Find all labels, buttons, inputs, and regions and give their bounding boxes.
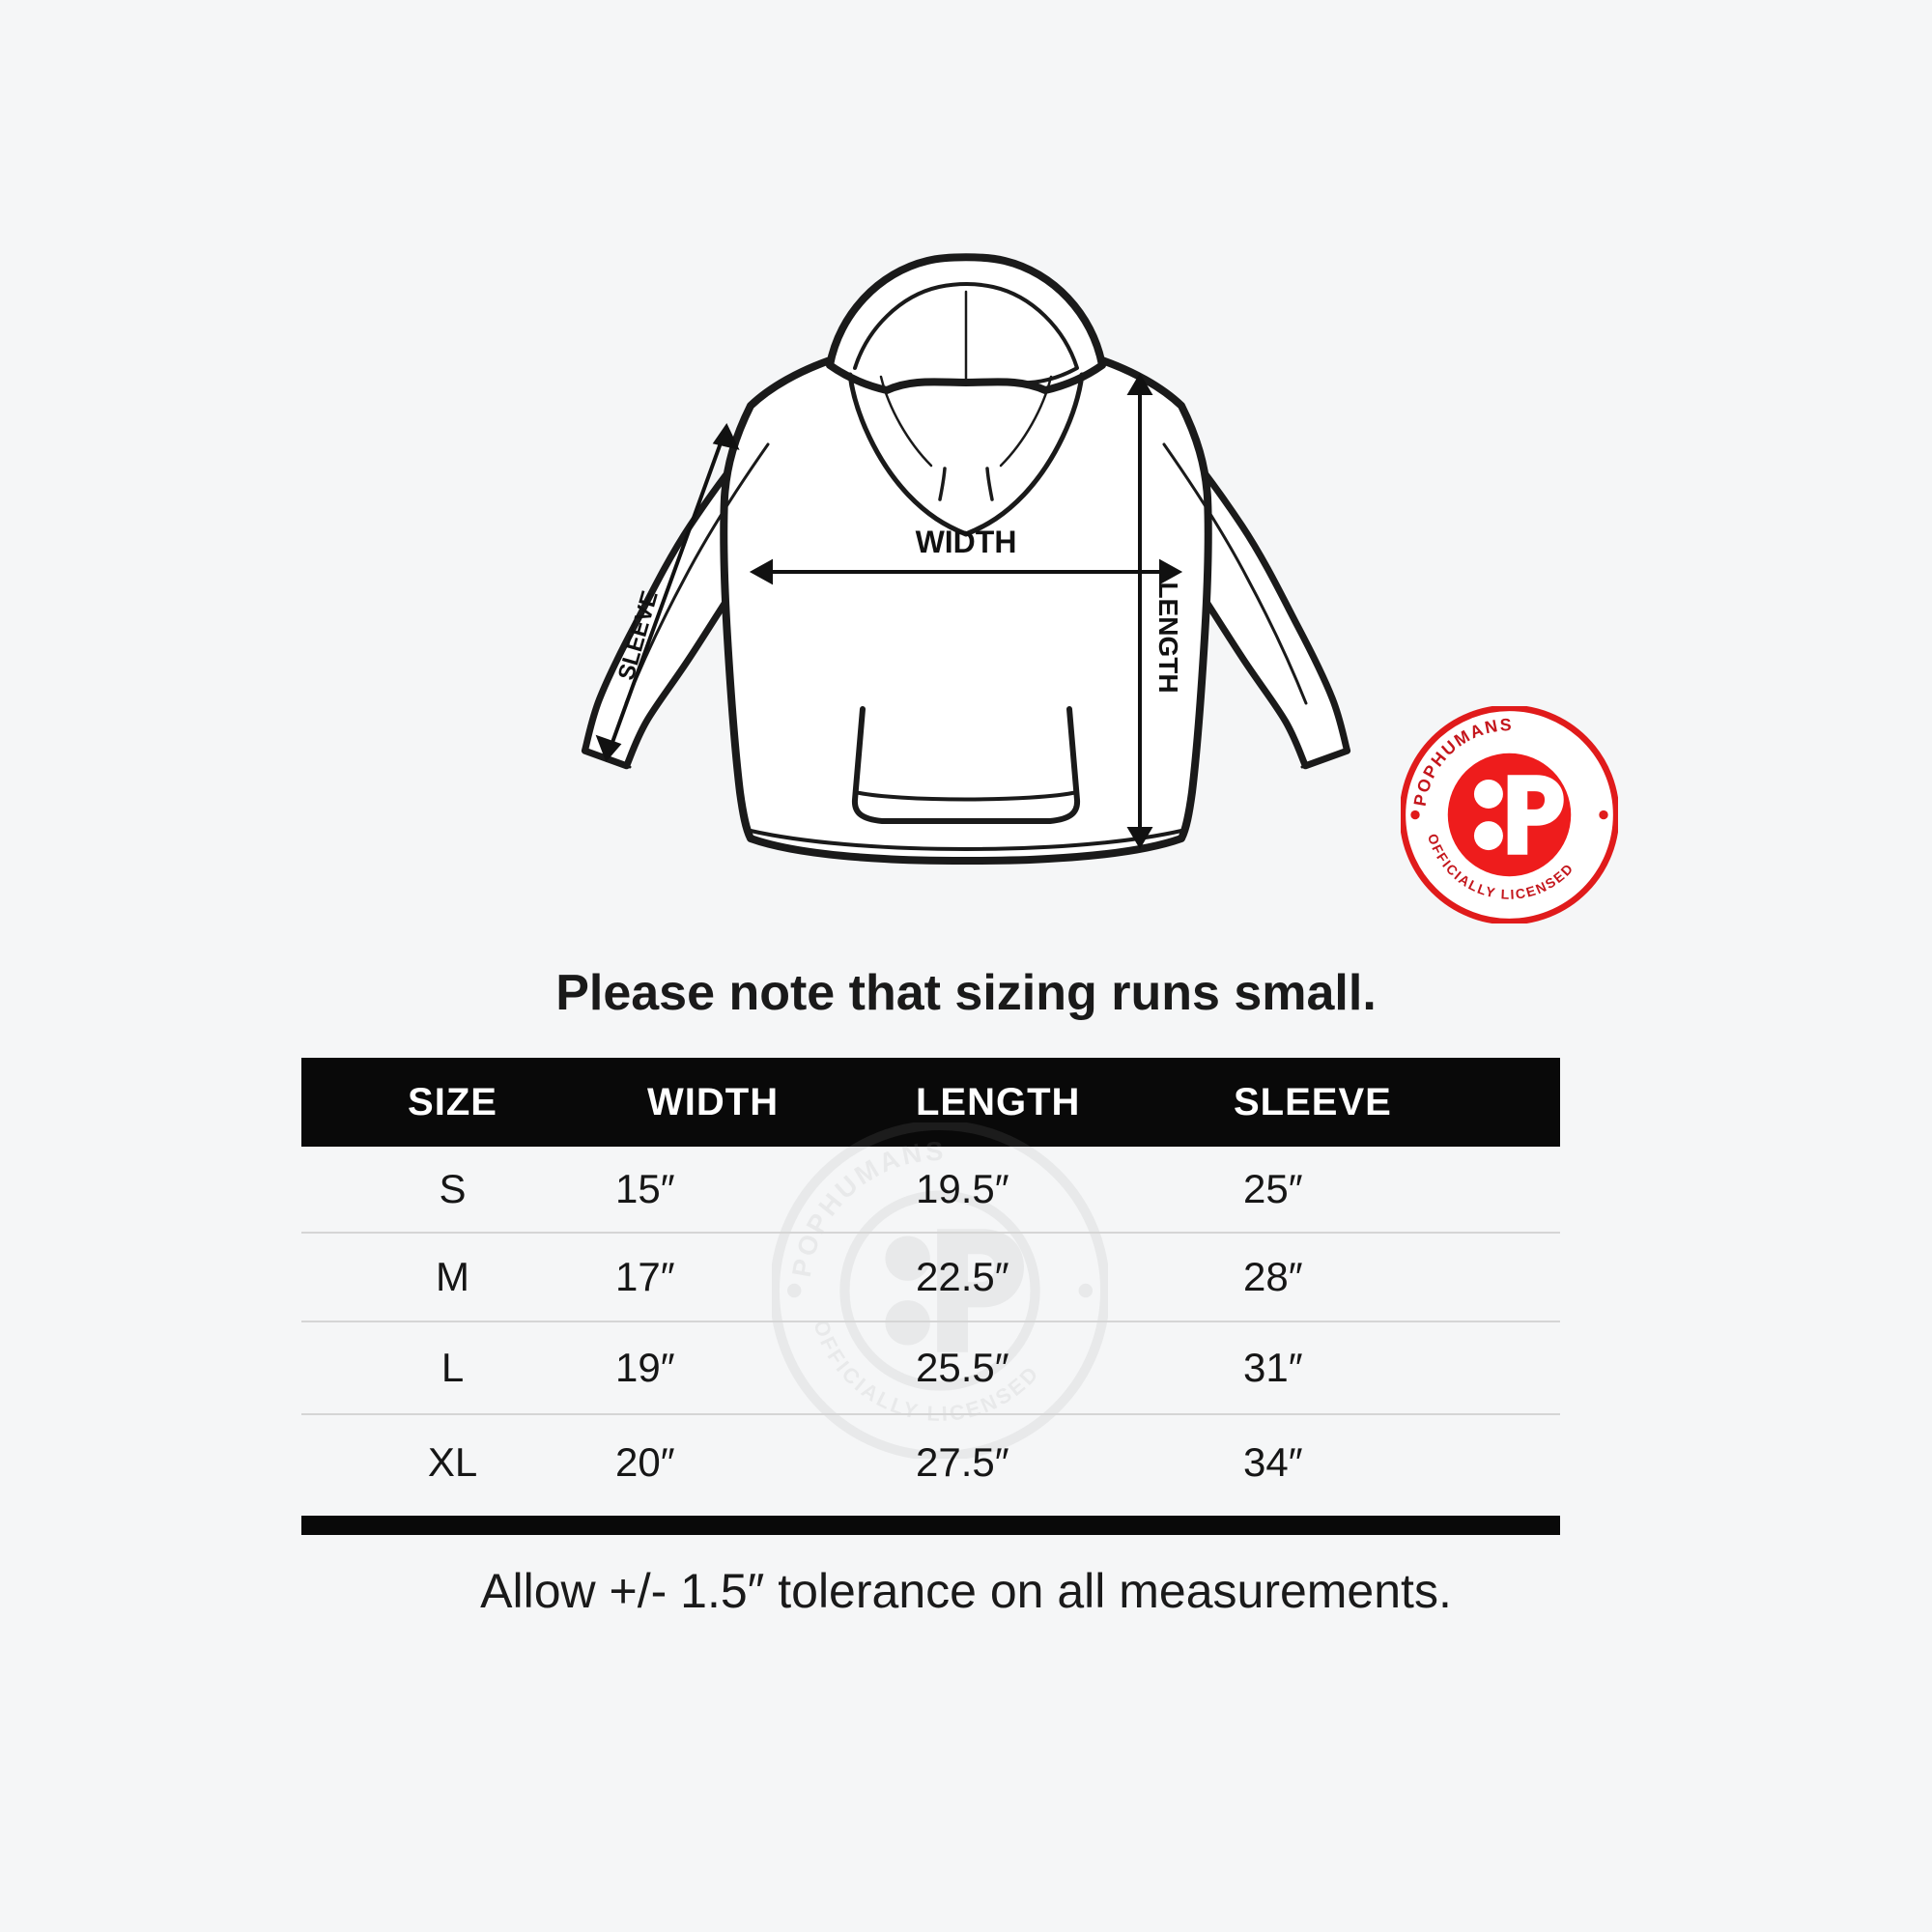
svg-text:LENGTH: LENGTH (1153, 582, 1183, 693)
svg-text:WIDTH: WIDTH (916, 525, 1017, 559)
